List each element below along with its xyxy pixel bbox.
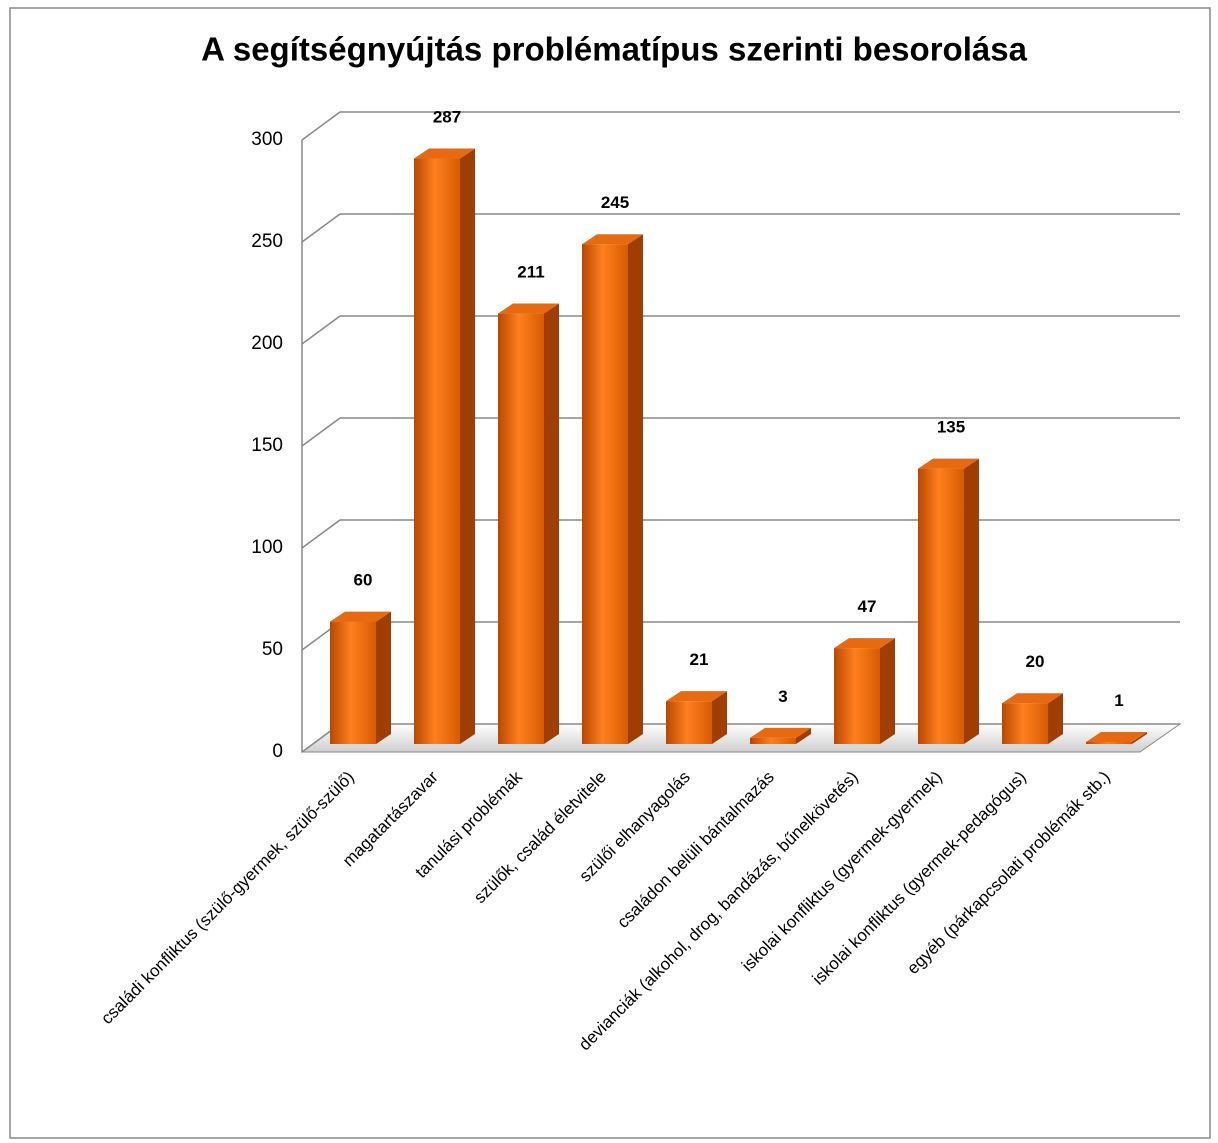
data-label: 1: [1114, 691, 1123, 710]
bar: [1086, 741, 1132, 744]
grid-line: [301, 417, 341, 447]
bar: [666, 701, 712, 744]
data-label: 211: [517, 263, 544, 282]
bar-top: [918, 458, 979, 469]
x-tick-label: családon belüli bántalmazás: [613, 767, 777, 931]
bar: [330, 621, 376, 744]
grid-line: [301, 519, 341, 549]
grid-line: [301, 213, 341, 243]
bar-side: [880, 638, 895, 744]
chart-title: A segítségnyújtás problématípus szerinti…: [201, 31, 1027, 68]
bar: [414, 158, 460, 744]
data-label: 3: [778, 687, 787, 706]
x-tick-label: családi konfliktus (szülő-gyermek, szülő…: [97, 767, 358, 1028]
bar-top: [498, 303, 559, 314]
data-label: 245: [601, 193, 629, 212]
data-label: 21: [690, 650, 709, 669]
bar: [1002, 703, 1048, 744]
bar-side: [1048, 693, 1063, 744]
bar: [918, 468, 964, 744]
bar: [498, 313, 544, 744]
bar-top: [666, 691, 727, 702]
bar-top: [1086, 731, 1147, 742]
bar-top: [582, 234, 643, 245]
bar-top: [834, 638, 895, 649]
y-tick-label: 50: [262, 639, 283, 660]
data-label: 60: [354, 571, 373, 590]
bar-side: [964, 458, 979, 744]
data-label: 20: [1026, 652, 1045, 671]
bar-top: [1002, 693, 1063, 704]
bar: [750, 737, 796, 744]
data-label: 135: [937, 418, 965, 437]
y-tick-label: 150: [251, 435, 283, 456]
y-tick-label: 250: [251, 231, 283, 252]
bar: [582, 244, 628, 744]
bar-top: [750, 727, 811, 738]
y-tick-label: 100: [251, 537, 283, 558]
bar-side: [460, 148, 475, 744]
bar-top: [330, 611, 391, 622]
grid-line: [301, 111, 341, 141]
bar-top: [414, 148, 475, 159]
y-tick-label: 0: [272, 741, 283, 762]
frame: [9, 7, 1211, 1139]
bar-side: [796, 727, 811, 744]
data-label: 287: [433, 108, 461, 127]
y-tick-label: 300: [251, 129, 283, 150]
data-label: 47: [858, 597, 877, 616]
bar: [834, 648, 880, 744]
bar-side: [712, 691, 727, 744]
bar-side: [628, 234, 643, 744]
bar-side: [376, 611, 391, 744]
bar-side: [1132, 731, 1147, 744]
grid-line: [301, 315, 341, 345]
y-tick-label: 200: [251, 333, 283, 354]
x-tick-label: devianciák (alkohol, drog, bandázás, bűn…: [575, 767, 862, 1054]
bar-side: [544, 303, 559, 744]
